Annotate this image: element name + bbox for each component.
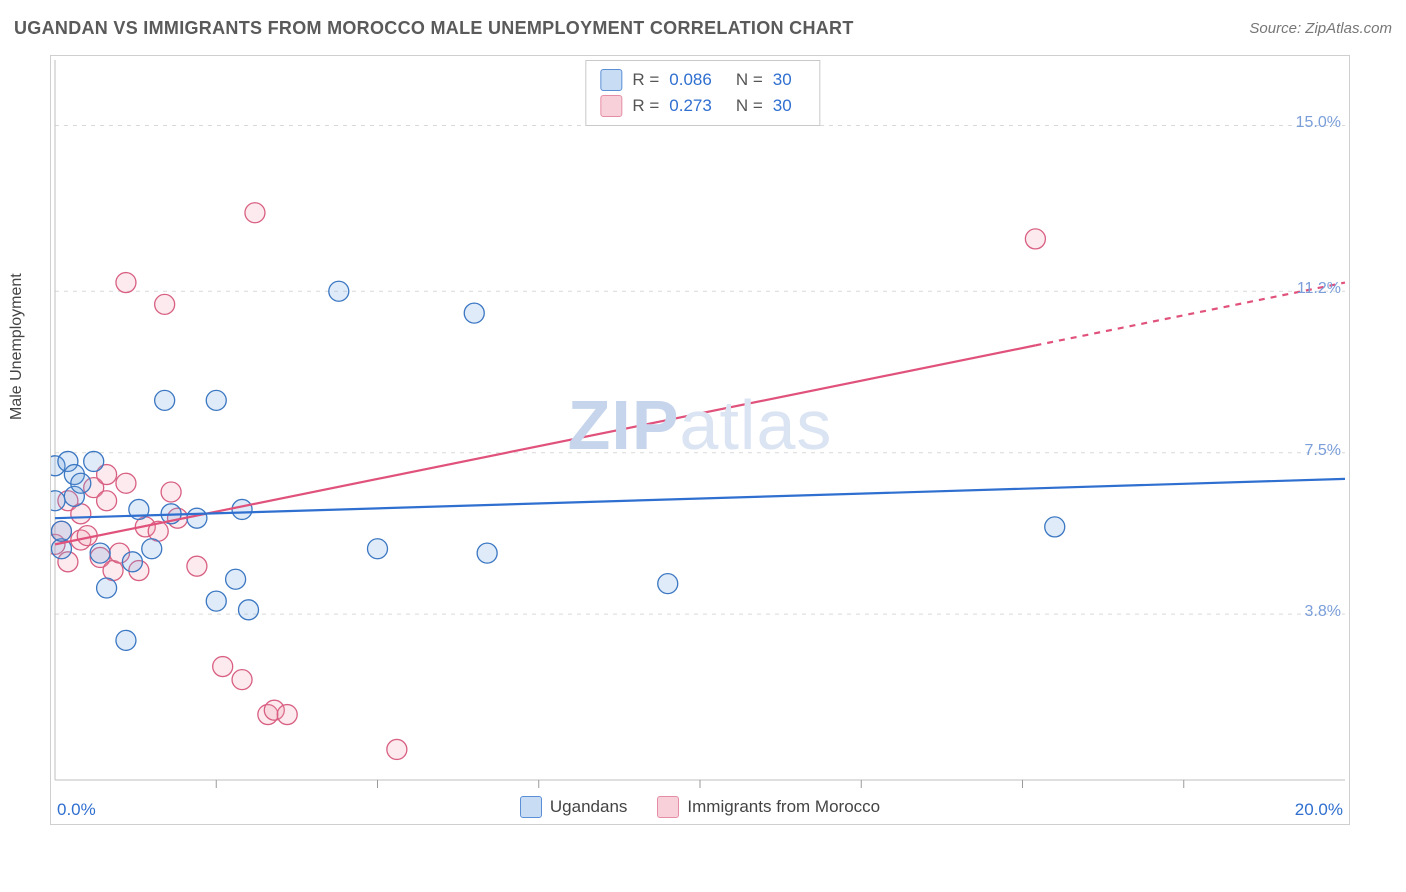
chart-header: UGANDAN VS IMMIGRANTS FROM MOROCCO MALE …	[14, 18, 1392, 39]
legend-label: Ugandans	[550, 797, 628, 817]
y-axis-label: Male Unemployment	[8, 273, 26, 420]
correlation-stats-box: R = 0.086 N = 30 R = 0.273 N = 30	[585, 60, 820, 126]
legend-swatch-blue	[520, 796, 542, 818]
corr-row-pink: R = 0.273 N = 30	[596, 93, 809, 119]
legend-item-ugandans: Ugandans	[520, 796, 628, 818]
legend-label: Immigrants from Morocco	[687, 797, 880, 817]
y-grid-label: 11.2%	[1297, 280, 1341, 298]
scatter-chart-svg	[51, 56, 1349, 824]
legend-item-morocco: Immigrants from Morocco	[657, 796, 880, 818]
chart-plot-area: ZIPatlas 3.8%7.5%11.2%15.0% 0.0% 20.0% U…	[50, 55, 1350, 825]
corr-swatch-blue	[600, 69, 622, 91]
corr-row-blue: R = 0.086 N = 30	[596, 67, 809, 93]
series-legend: Ugandans Immigrants from Morocco	[51, 796, 1349, 818]
y-grid-label: 3.8%	[1305, 603, 1341, 621]
legend-swatch-pink	[657, 796, 679, 818]
y-grid-label: 7.5%	[1305, 442, 1341, 460]
chart-title: UGANDAN VS IMMIGRANTS FROM MOROCCO MALE …	[14, 18, 854, 39]
corr-swatch-pink	[600, 95, 622, 117]
source-attribution: Source: ZipAtlas.com	[1249, 20, 1392, 37]
y-grid-label: 15.0%	[1296, 114, 1341, 132]
